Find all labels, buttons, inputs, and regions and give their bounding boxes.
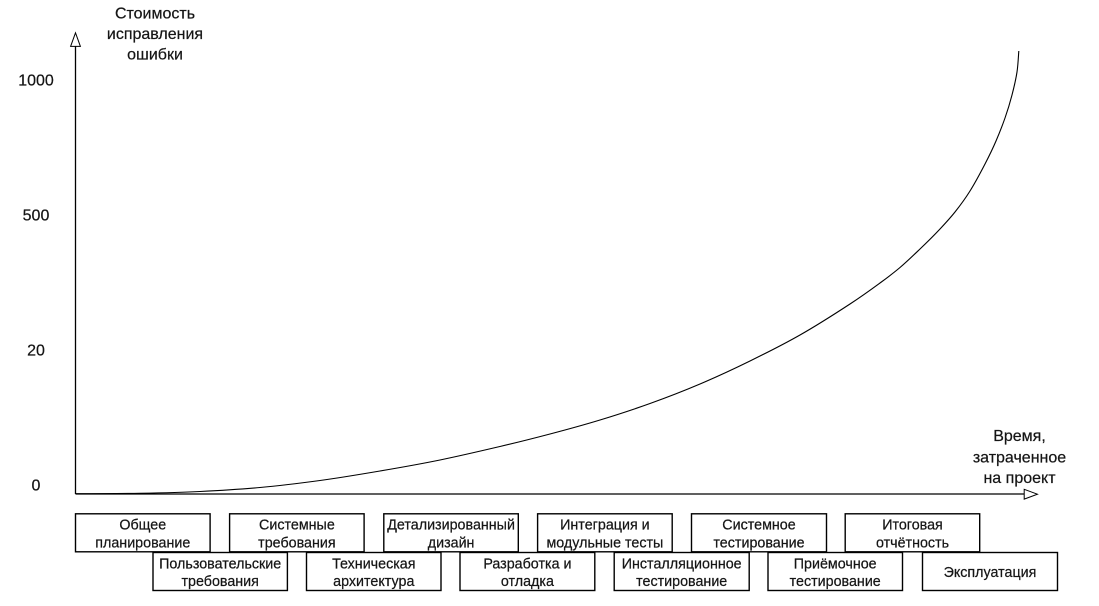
svg-text:ошибки: ошибки xyxy=(127,47,183,64)
svg-text:дизайн: дизайн xyxy=(428,535,475,551)
svg-text:Приёмочное: Приёмочное xyxy=(794,556,877,572)
svg-text:отчётность: отчётность xyxy=(876,535,949,551)
svg-text:Время,: Время, xyxy=(993,428,1046,445)
svg-text:Эксплуатация: Эксплуатация xyxy=(944,565,1037,581)
svg-text:тестирование: тестирование xyxy=(636,574,727,590)
svg-text:архитектура: архитектура xyxy=(333,574,414,590)
svg-text:тестирование: тестирование xyxy=(790,574,881,590)
svg-text:20: 20 xyxy=(27,343,45,360)
svg-text:затраченное: затраченное xyxy=(973,450,1066,467)
svg-text:Интеграция и: Интеграция и xyxy=(560,518,650,534)
svg-text:500: 500 xyxy=(23,208,50,225)
svg-text:Системные: Системные xyxy=(259,518,335,534)
svg-text:требования: требования xyxy=(258,535,335,551)
svg-text:Техническая: Техническая xyxy=(332,556,415,572)
svg-text:требования: требования xyxy=(181,574,258,590)
svg-text:Стоимость: Стоимость xyxy=(115,6,195,23)
svg-text:на проект: на проект xyxy=(983,470,1056,487)
svg-text:Инсталляционное: Инсталляционное xyxy=(622,556,742,572)
svg-text:тестирование: тестирование xyxy=(713,535,804,551)
svg-text:планирование: планирование xyxy=(95,535,190,551)
svg-text:модульные тесты: модульные тесты xyxy=(546,535,663,551)
svg-text:Детализированный: Детализированный xyxy=(387,518,515,534)
svg-text:Итоговая: Итоговая xyxy=(882,518,943,534)
svg-text:Системное: Системное xyxy=(722,518,795,534)
svg-text:отладка: отладка xyxy=(501,574,554,590)
svg-text:Общее: Общее xyxy=(119,518,166,534)
svg-text:Пользовательские: Пользовательские xyxy=(159,556,281,572)
svg-text:Разработка и: Разработка и xyxy=(483,556,571,572)
svg-text:исправления: исправления xyxy=(107,26,203,43)
svg-text:1000: 1000 xyxy=(18,73,54,90)
svg-text:0: 0 xyxy=(32,478,41,495)
